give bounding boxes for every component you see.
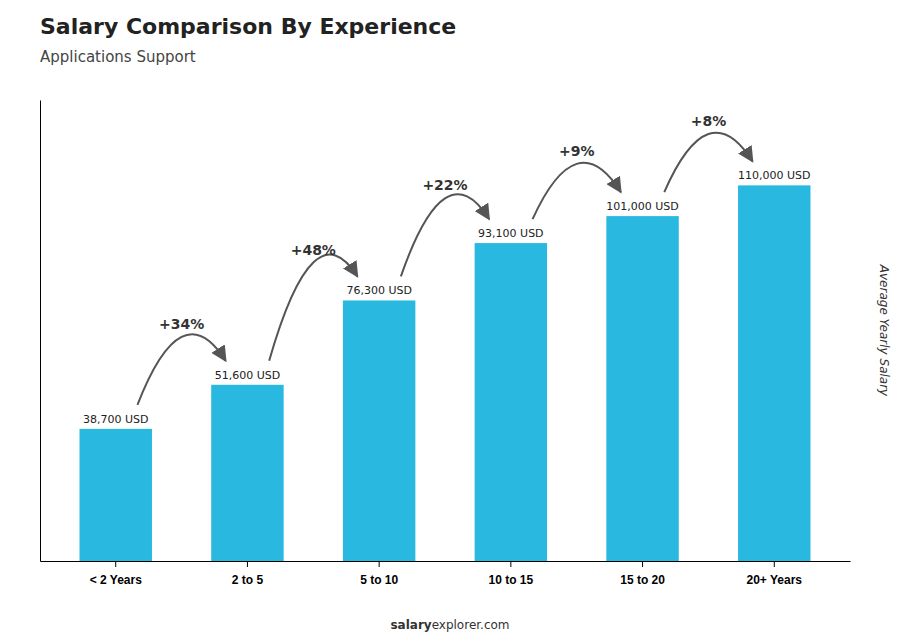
x-tick: 10 to 15	[489, 561, 534, 587]
footer-part: explorer.com	[432, 618, 510, 632]
x-tick-mark	[774, 561, 775, 567]
data-label: 76,300 USD	[346, 284, 412, 297]
bar	[211, 385, 283, 561]
bar	[475, 243, 547, 561]
footer: salaryexplorer.com	[390, 618, 509, 632]
x-tick: 15 to 20	[620, 561, 665, 587]
x-tick-label: < 2 Years	[90, 573, 142, 587]
data-label: 93,100 USD	[478, 227, 544, 240]
y-axis-line	[40, 101, 41, 562]
annotation-label: +9%	[559, 143, 595, 159]
annotation-label: +22%	[422, 177, 467, 193]
plot: < 2 Years 2 to 5 5 to 10 10 to 15 15 to 20 20…	[41, 101, 851, 588]
x-tick-label: 2 to 5	[232, 573, 264, 587]
x-tick-mark	[247, 561, 248, 567]
data-label: 51,600 USD	[215, 369, 281, 382]
bar	[343, 300, 415, 561]
x-tick-label: 10 to 15	[489, 573, 534, 587]
x-tick-mark	[379, 561, 380, 567]
data-label: 110,000 USD	[738, 169, 811, 182]
annotation-label: +8%	[691, 113, 727, 129]
bar	[738, 185, 810, 561]
annotations: +34% +48% +22% +9% +8%	[137, 113, 752, 405]
arrow	[269, 255, 357, 361]
data-labels: 38,700 USD 51,600 USD 76,300 USD 93,100 USD…	[83, 169, 811, 425]
arrow	[137, 334, 225, 405]
arrow	[664, 133, 752, 192]
x-tick-mark	[510, 561, 511, 567]
footer-part: salary	[390, 618, 431, 632]
data-label: 101,000 USD	[606, 200, 679, 213]
x-tick-mark	[642, 561, 643, 567]
bar	[606, 216, 678, 561]
x-axis-line	[41, 561, 851, 562]
x-tick: < 2 Years	[90, 561, 142, 587]
subtitle: Applications Support	[40, 48, 196, 66]
x-tick-mark	[115, 561, 116, 567]
x-axis: < 2 Years 2 to 5 5 to 10 10 to 15 15 to 20 20…	[41, 561, 851, 587]
title: Salary Comparison By Experience	[40, 14, 456, 39]
y-axis-title: Average Yearly Salary	[877, 264, 891, 397]
x-tick-label: 15 to 20	[620, 573, 665, 587]
annotation-label: +48%	[291, 242, 336, 258]
y-axis	[40, 101, 41, 562]
bar	[80, 429, 152, 561]
x-tick-label: 20+ Years	[747, 573, 803, 587]
data-label: 38,700 USD	[83, 413, 149, 426]
x-tick-label: 5 to 10	[360, 573, 398, 587]
x-tick: 20+ Years	[747, 561, 803, 587]
bars	[80, 185, 811, 561]
arrow	[401, 194, 489, 276]
chart: Salary Comparison By Experience Applicati…	[0, 0, 900, 641]
annotation-label: +34%	[159, 316, 204, 332]
x-tick: 5 to 10	[360, 561, 398, 587]
x-tick: 2 to 5	[232, 561, 264, 587]
arrow	[533, 163, 621, 219]
